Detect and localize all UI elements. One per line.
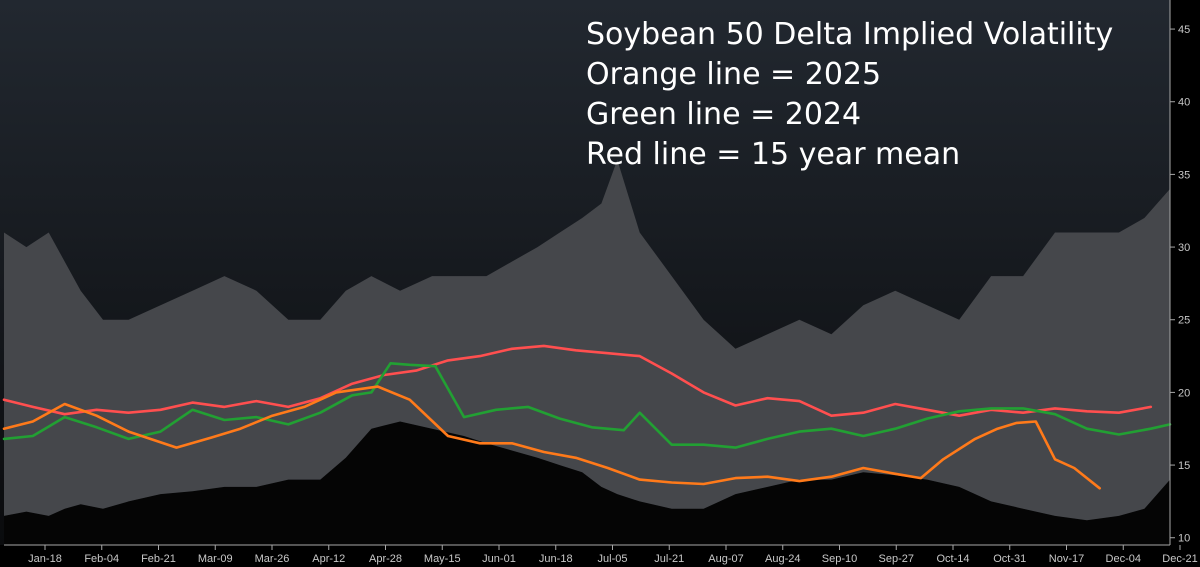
x-tick-label: May-15: [424, 553, 461, 565]
y-axis-strip: [1170, 0, 1200, 567]
legend-note-green: Green line = 2024: [586, 97, 861, 132]
legend-note-red: Red line = 15 year mean: [586, 137, 960, 172]
y-tick-label: 25: [1178, 315, 1190, 327]
x-tick-label: Jul-21: [654, 553, 684, 565]
x-tick-label: Sep-27: [879, 553, 914, 565]
x-tick-label: Jul-05: [598, 553, 628, 565]
x-tick-label: Dec-21: [1162, 553, 1197, 565]
range-low-area: [4, 421, 1170, 545]
x-tick-label: Sep-10: [822, 553, 857, 565]
y-tick-label: 30: [1178, 242, 1190, 254]
x-tick-label: Aug-07: [708, 553, 743, 565]
range-band-area: [4, 159, 1170, 521]
chart-title: Soybean 50 Delta Implied Volatility: [586, 17, 1113, 52]
x-tick-label: Apr-12: [312, 553, 345, 565]
x-tick-label: Oct-31: [993, 553, 1026, 565]
x-tick-label: Dec-04: [1106, 553, 1141, 565]
y-tick-label: 45: [1178, 24, 1190, 36]
x-tick-label: Mar-09: [198, 553, 233, 565]
x-tick-label: Jun-01: [482, 553, 516, 565]
x-tick-label: Mar-26: [255, 553, 290, 565]
y-tick-label: 10: [1178, 533, 1190, 545]
x-tick-label: Aug-24: [765, 553, 800, 565]
y-tick-label: 40: [1178, 97, 1190, 109]
x-tick-label: Oct-14: [936, 553, 969, 565]
y-tick-label: 15: [1178, 460, 1190, 472]
y-tick-label: 35: [1178, 169, 1190, 181]
x-tick-label: Feb-04: [84, 553, 119, 565]
title-block: Soybean 50 Delta Implied Volatility Oran…: [586, 17, 1113, 172]
x-tick-label: Apr-28: [369, 553, 402, 565]
x-tick-label: Nov-17: [1049, 553, 1084, 565]
series-line-2024: [2, 361, 1172, 449]
x-tick-label: Jan-18: [28, 553, 62, 565]
series-line-2025: [2, 385, 1101, 490]
x-tick-label: Feb-21: [141, 553, 176, 565]
x-axis-strip: [0, 545, 1200, 567]
y-tick-label: 20: [1178, 387, 1190, 399]
series-line-15-year-mean: [2, 344, 1153, 418]
x-tick-label: Jun-18: [539, 553, 573, 565]
legend-note-orange: Orange line = 2025: [586, 57, 881, 92]
